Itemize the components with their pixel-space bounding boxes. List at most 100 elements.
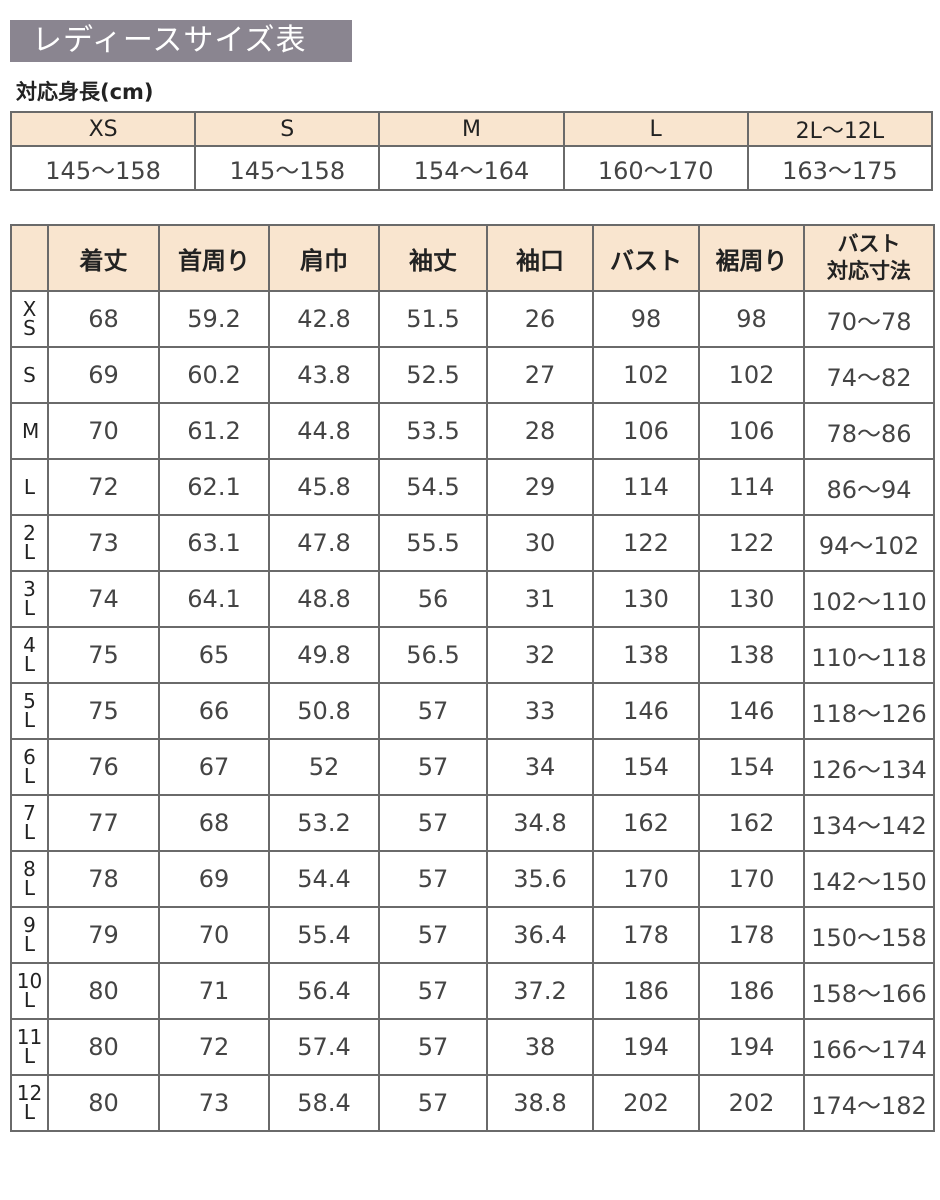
measurement-cell: 32 <box>486 626 594 684</box>
measurement-cell: 44.8 <box>268 402 380 460</box>
measurement-cell: 38.8 <box>486 1074 594 1132</box>
measurement-cell: 57 <box>378 1074 488 1132</box>
measurement-cell: 52 <box>268 738 380 796</box>
measurement-cell: 130 <box>698 570 805 628</box>
measurement-cell: 28 <box>486 402 594 460</box>
measurement-cell: 78 <box>47 850 160 908</box>
height-table-label: 対応身長(cm) <box>16 80 154 104</box>
measurement-cell: 142〜150 <box>803 850 935 908</box>
size-label: 4L <box>23 633 36 676</box>
measurement-cell: 194 <box>592 1018 700 1076</box>
measurement-cell: 166〜174 <box>803 1018 935 1076</box>
table-row: M 70 61.2 44.8 53.5 28 106 106 78〜86 <box>10 402 935 460</box>
measurement-cell: 118〜126 <box>803 682 935 740</box>
size-label: 5L <box>23 689 36 732</box>
measurement-cell: 57 <box>378 682 488 740</box>
measurement-cell: 80 <box>47 962 160 1020</box>
height-range: 145〜158 <box>194 145 381 191</box>
column-header: バスト 対応寸法 <box>803 224 935 292</box>
height-range: 145〜158 <box>9 145 197 191</box>
measurement-cell: 48.8 <box>268 570 380 628</box>
measurement-cell: 57 <box>378 850 488 908</box>
measurement-cell: 186 <box>698 962 805 1020</box>
column-header: 袖口 <box>486 224 594 292</box>
size-table: 着丈 首周り 肩巾 袖丈 袖口 バスト 裾周り バスト 対応寸法 XS 68 59.2 42.8 51.… <box>10 224 935 1132</box>
measurement-cell: 57 <box>378 794 488 852</box>
measurement-cell: 114 <box>592 458 700 516</box>
size-label-cell: 2L <box>10 514 49 572</box>
size-label-cell: 11L <box>10 1018 49 1076</box>
measurement-cell: 57 <box>378 962 488 1020</box>
measurement-cell: 54.5 <box>378 458 488 516</box>
height-range: 160〜170 <box>562 145 749 191</box>
height-range: 154〜164 <box>378 145 565 191</box>
measurement-cell: 77 <box>47 794 160 852</box>
page-title: レディースサイズ表 <box>10 20 352 62</box>
measurement-cell: 102〜110 <box>803 570 935 628</box>
size-header: M <box>378 111 565 147</box>
size-label: 6L <box>23 745 36 788</box>
measurement-cell: 158〜166 <box>803 962 935 1020</box>
size-label: 7L <box>23 801 36 844</box>
measurement-cell: 27 <box>486 346 594 404</box>
table-row: L 72 62.1 45.8 54.5 29 114 114 86〜94 <box>10 458 935 516</box>
measurement-cell: 110〜118 <box>803 626 935 684</box>
measurement-cell: 57.4 <box>268 1018 380 1076</box>
measurement-cell: 162 <box>592 794 700 852</box>
size-label: L <box>23 474 36 499</box>
measurement-cell: 45.8 <box>268 458 380 516</box>
measurement-cell: 47.8 <box>268 514 380 572</box>
size-label: 11L <box>16 1025 43 1068</box>
measurement-cell: 73 <box>47 514 160 572</box>
size-label-cell: M <box>10 402 49 460</box>
column-header: バスト <box>592 224 700 292</box>
size-label-cell: 8L <box>10 850 49 908</box>
measurement-cell: 69 <box>47 346 160 404</box>
size-label: M <box>22 418 40 443</box>
measurement-cell: 54.4 <box>268 850 380 908</box>
measurement-cell: 73 <box>158 1074 270 1132</box>
size-label-cell: XS <box>10 290 49 348</box>
measurement-cell: 30 <box>486 514 594 572</box>
measurement-cell: 72 <box>47 458 160 516</box>
measurement-cell: 174〜182 <box>803 1074 935 1132</box>
measurement-cell: 74〜82 <box>803 346 935 404</box>
table-row: 5L 75 66 50.8 57 33 146 146 118〜126 <box>10 682 935 740</box>
measurement-cell: 68 <box>158 794 270 852</box>
table-row: S 69 60.2 43.8 52.5 27 102 102 74〜82 <box>10 346 935 404</box>
measurement-cell: 35.6 <box>486 850 594 908</box>
measurement-cell: 138 <box>698 626 805 684</box>
size-label-cell: S <box>10 346 49 404</box>
size-label: 3L <box>23 577 36 620</box>
size-header: S <box>194 111 381 147</box>
size-table-header-row: 着丈 首周り 肩巾 袖丈 袖口 バスト 裾周り バスト 対応寸法 <box>10 224 935 292</box>
measurement-cell: 70 <box>47 402 160 460</box>
measurement-cell: 74 <box>47 570 160 628</box>
measurement-cell: 29 <box>486 458 594 516</box>
measurement-cell: 55.5 <box>378 514 488 572</box>
measurement-cell: 202 <box>698 1074 805 1132</box>
measurement-cell: 86〜94 <box>803 458 935 516</box>
size-label-cell: 6L <box>10 738 49 796</box>
measurement-cell: 98 <box>592 290 700 348</box>
column-header: 首周り <box>158 224 270 292</box>
height-range-row: 145〜158 145〜158 154〜164 160〜170 163〜175 <box>9 145 934 191</box>
size-header: 2L〜12L <box>746 111 934 147</box>
measurement-cell: 94〜102 <box>803 514 935 572</box>
measurement-cell: 31 <box>486 570 594 628</box>
size-header: L <box>562 111 749 147</box>
measurement-cell: 61.2 <box>158 402 270 460</box>
measurement-cell: 79 <box>47 906 160 964</box>
measurement-cell: 57 <box>378 906 488 964</box>
measurement-cell: 58.4 <box>268 1074 380 1132</box>
measurement-cell: 106 <box>698 402 805 460</box>
measurement-cell: 150〜158 <box>803 906 935 964</box>
measurement-cell: 52.5 <box>378 346 488 404</box>
measurement-cell: 102 <box>698 346 805 404</box>
size-label-cell: 3L <box>10 570 49 628</box>
measurement-cell: 170 <box>592 850 700 908</box>
measurement-cell: 122 <box>592 514 700 572</box>
column-header: 肩巾 <box>268 224 380 292</box>
measurement-cell: 68 <box>47 290 160 348</box>
size-label: 10L <box>16 969 43 1012</box>
